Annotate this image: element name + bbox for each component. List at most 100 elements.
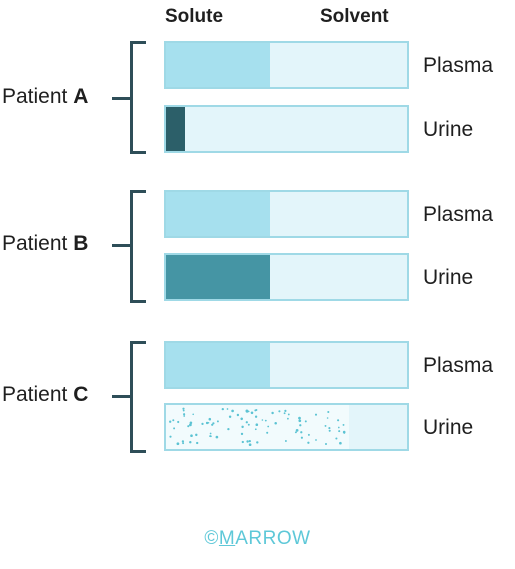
solute-dot xyxy=(284,409,287,412)
solute-dot xyxy=(231,409,234,413)
solute-dot xyxy=(209,435,212,438)
solute-dot xyxy=(342,423,345,426)
solute-dot xyxy=(215,435,219,439)
solute-dot xyxy=(338,430,341,433)
solute-dot xyxy=(339,441,342,445)
patient-b-bracket xyxy=(130,190,146,303)
patient-a-label: Patient A xyxy=(2,85,89,108)
solute-dot xyxy=(207,421,210,424)
solute-dot xyxy=(248,439,251,443)
solute-dot xyxy=(248,443,252,447)
solute-dot xyxy=(255,423,259,426)
solute-dot xyxy=(267,425,270,428)
solute-dot xyxy=(278,410,281,413)
solute-dot xyxy=(211,423,214,426)
solute-dot xyxy=(221,407,224,411)
solute-dot xyxy=(274,422,277,425)
patient-b-label: Patient B xyxy=(2,232,89,255)
solute-dot xyxy=(298,416,301,420)
solute-segment xyxy=(166,192,270,236)
solute-dot xyxy=(299,424,302,427)
solvent-column-header: Solvent xyxy=(320,6,389,27)
solute-dot xyxy=(236,413,240,417)
patient-c-urine-label: Urine xyxy=(423,416,474,439)
solute-dot xyxy=(187,425,190,428)
solute-dot xyxy=(264,419,267,422)
solute-dot xyxy=(328,429,331,432)
solute-dot xyxy=(240,417,243,421)
solute-dot xyxy=(182,409,185,412)
patient-c-urine-bar xyxy=(164,403,409,451)
solute-dot xyxy=(307,433,310,436)
patient-c-plasma-bar xyxy=(164,341,409,389)
patient-a-bracket xyxy=(130,41,146,154)
solute-dot xyxy=(287,413,290,416)
solute-dot xyxy=(254,409,257,412)
solute-dot xyxy=(300,436,303,439)
solute-dot xyxy=(172,419,175,422)
patient-a-urine-label: Urine xyxy=(423,118,474,141)
solute-dot xyxy=(189,423,192,427)
solute-dot xyxy=(181,440,185,443)
solute-dot xyxy=(298,419,302,423)
solute-dot xyxy=(261,419,264,421)
solute-dot xyxy=(241,425,244,429)
solute-dot xyxy=(169,420,172,423)
solute-dot xyxy=(245,409,249,413)
solute-dot xyxy=(328,427,331,430)
patient-c-plasma-label: Plasma xyxy=(423,354,494,377)
solute-dot xyxy=(205,421,209,425)
solute-dot xyxy=(227,427,230,431)
solute-dot xyxy=(266,431,269,434)
solute-dot xyxy=(246,440,249,443)
solute-dot xyxy=(241,440,244,444)
solute-dot xyxy=(247,423,250,426)
patient-a-urine-bar xyxy=(164,105,409,153)
solute-dot xyxy=(173,427,176,430)
solute-dot xyxy=(212,422,215,425)
solute-dot xyxy=(196,441,199,445)
solute-dot xyxy=(254,428,257,431)
patient-a-plasma-bar xyxy=(164,41,409,89)
solute-dot xyxy=(324,442,328,446)
solute-dot xyxy=(304,420,307,423)
solute-dot xyxy=(294,431,297,434)
patient-b-plasma-label: Plasma xyxy=(423,203,494,226)
solute-dot xyxy=(284,440,287,442)
solute-dot xyxy=(226,408,229,410)
patient-b-urine-bar xyxy=(164,253,409,301)
solute-dot xyxy=(228,415,232,419)
solute-dot xyxy=(182,442,185,445)
solute-dot xyxy=(240,432,244,436)
patient-a-plasma-label: Plasma xyxy=(423,54,494,77)
solute-dot xyxy=(295,429,299,432)
solute-dot xyxy=(176,442,180,446)
solute-dot xyxy=(326,417,329,419)
solute-dot xyxy=(195,433,198,437)
solute-dot xyxy=(343,432,346,434)
solute-dot xyxy=(283,412,286,415)
solute-segment xyxy=(166,255,270,299)
solute-dot xyxy=(182,407,185,410)
solute-dot xyxy=(337,419,340,422)
solute-dot xyxy=(327,410,330,414)
patient-b-urine-label: Urine xyxy=(423,266,474,289)
patient-b-bracket-tick xyxy=(112,244,131,247)
solute-dot xyxy=(189,421,193,425)
solute-segment xyxy=(166,343,270,387)
solute-dot xyxy=(209,432,212,435)
solute-segment xyxy=(166,405,349,449)
solute-dot xyxy=(183,415,186,417)
solute-segment xyxy=(166,107,185,151)
solute-column-header: Solute xyxy=(165,6,224,27)
solute-dot xyxy=(216,420,219,423)
patient-b-plasma-bar xyxy=(164,190,409,238)
solute-dot xyxy=(287,417,289,420)
solute-dot xyxy=(307,441,310,444)
solute-dot xyxy=(254,415,258,418)
solute-dot xyxy=(337,426,340,429)
solute-dot xyxy=(189,441,192,444)
solute-dot xyxy=(250,411,254,415)
solute-dot xyxy=(208,417,212,421)
patient-c-bracket xyxy=(130,341,146,453)
